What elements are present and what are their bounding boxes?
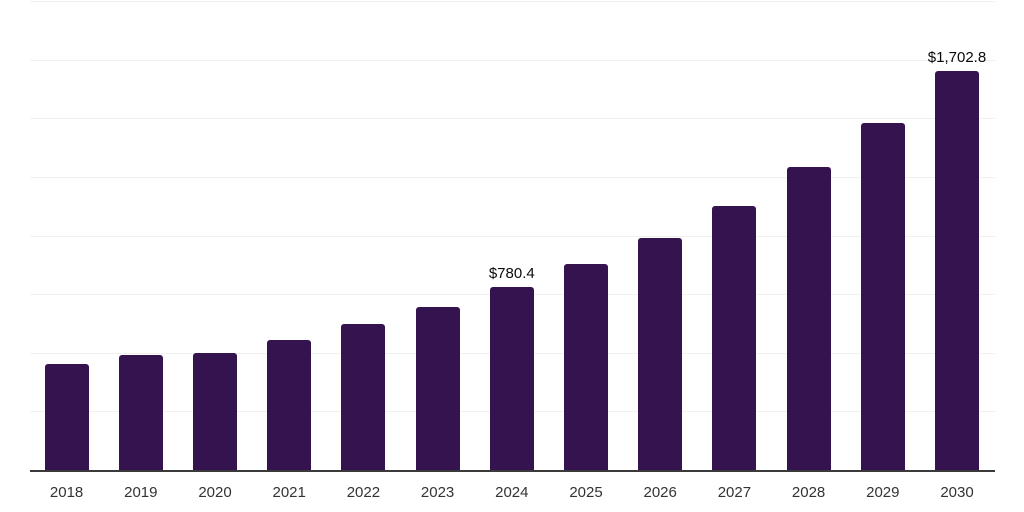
- bar-2020[interactable]: [193, 352, 237, 470]
- x-tick-label-2030: 2030: [940, 484, 974, 501]
- bar-2025[interactable]: [564, 263, 608, 470]
- bar-2026[interactable]: [638, 237, 683, 470]
- x-tick-label-2028: 2028: [791, 484, 826, 501]
- gridline-1500: [29, 118, 995, 120]
- x-tick-label-2018: 2018: [49, 484, 84, 501]
- x-tick-label-2019: 2019: [124, 484, 158, 501]
- bar-2022[interactable]: [341, 324, 386, 470]
- bar-value-label-2024: $780.4: [488, 264, 535, 282]
- x-tick-label-2020: 2020: [198, 484, 232, 501]
- bar-2027[interactable]: [712, 206, 757, 470]
- x-tick-label-2029: 2029: [866, 484, 900, 501]
- bar-2023[interactable]: [415, 307, 460, 470]
- x-tick-label-2024: 2024: [495, 484, 529, 501]
- bar-2028[interactable]: [786, 166, 831, 470]
- bar-2021[interactable]: [267, 339, 312, 470]
- x-tick-label-2023: 2023: [420, 484, 455, 501]
- bar-2019[interactable]: [118, 354, 163, 470]
- x-tick-label-2022: 2022: [346, 484, 381, 501]
- bar-2018[interactable]: [44, 364, 89, 470]
- bar-value-label-2030: $1,702.8: [927, 48, 987, 66]
- gridline-1750: [29, 59, 995, 61]
- gridline-2000: [29, 1, 995, 2]
- gridline-1250: [29, 176, 995, 178]
- bar-2029[interactable]: [860, 122, 905, 470]
- x-tick-label-2021: 2021: [272, 484, 306, 501]
- x-axis-line: [29, 470, 995, 472]
- x-tick-label-2026: 2026: [643, 484, 677, 501]
- gridline-1000: [29, 235, 995, 237]
- bar-2030[interactable]: [935, 70, 979, 470]
- x-tick-label-2025: 2025: [569, 484, 603, 501]
- x-tick-label-2027: 2027: [717, 484, 752, 501]
- bar-2024[interactable]: [489, 286, 534, 470]
